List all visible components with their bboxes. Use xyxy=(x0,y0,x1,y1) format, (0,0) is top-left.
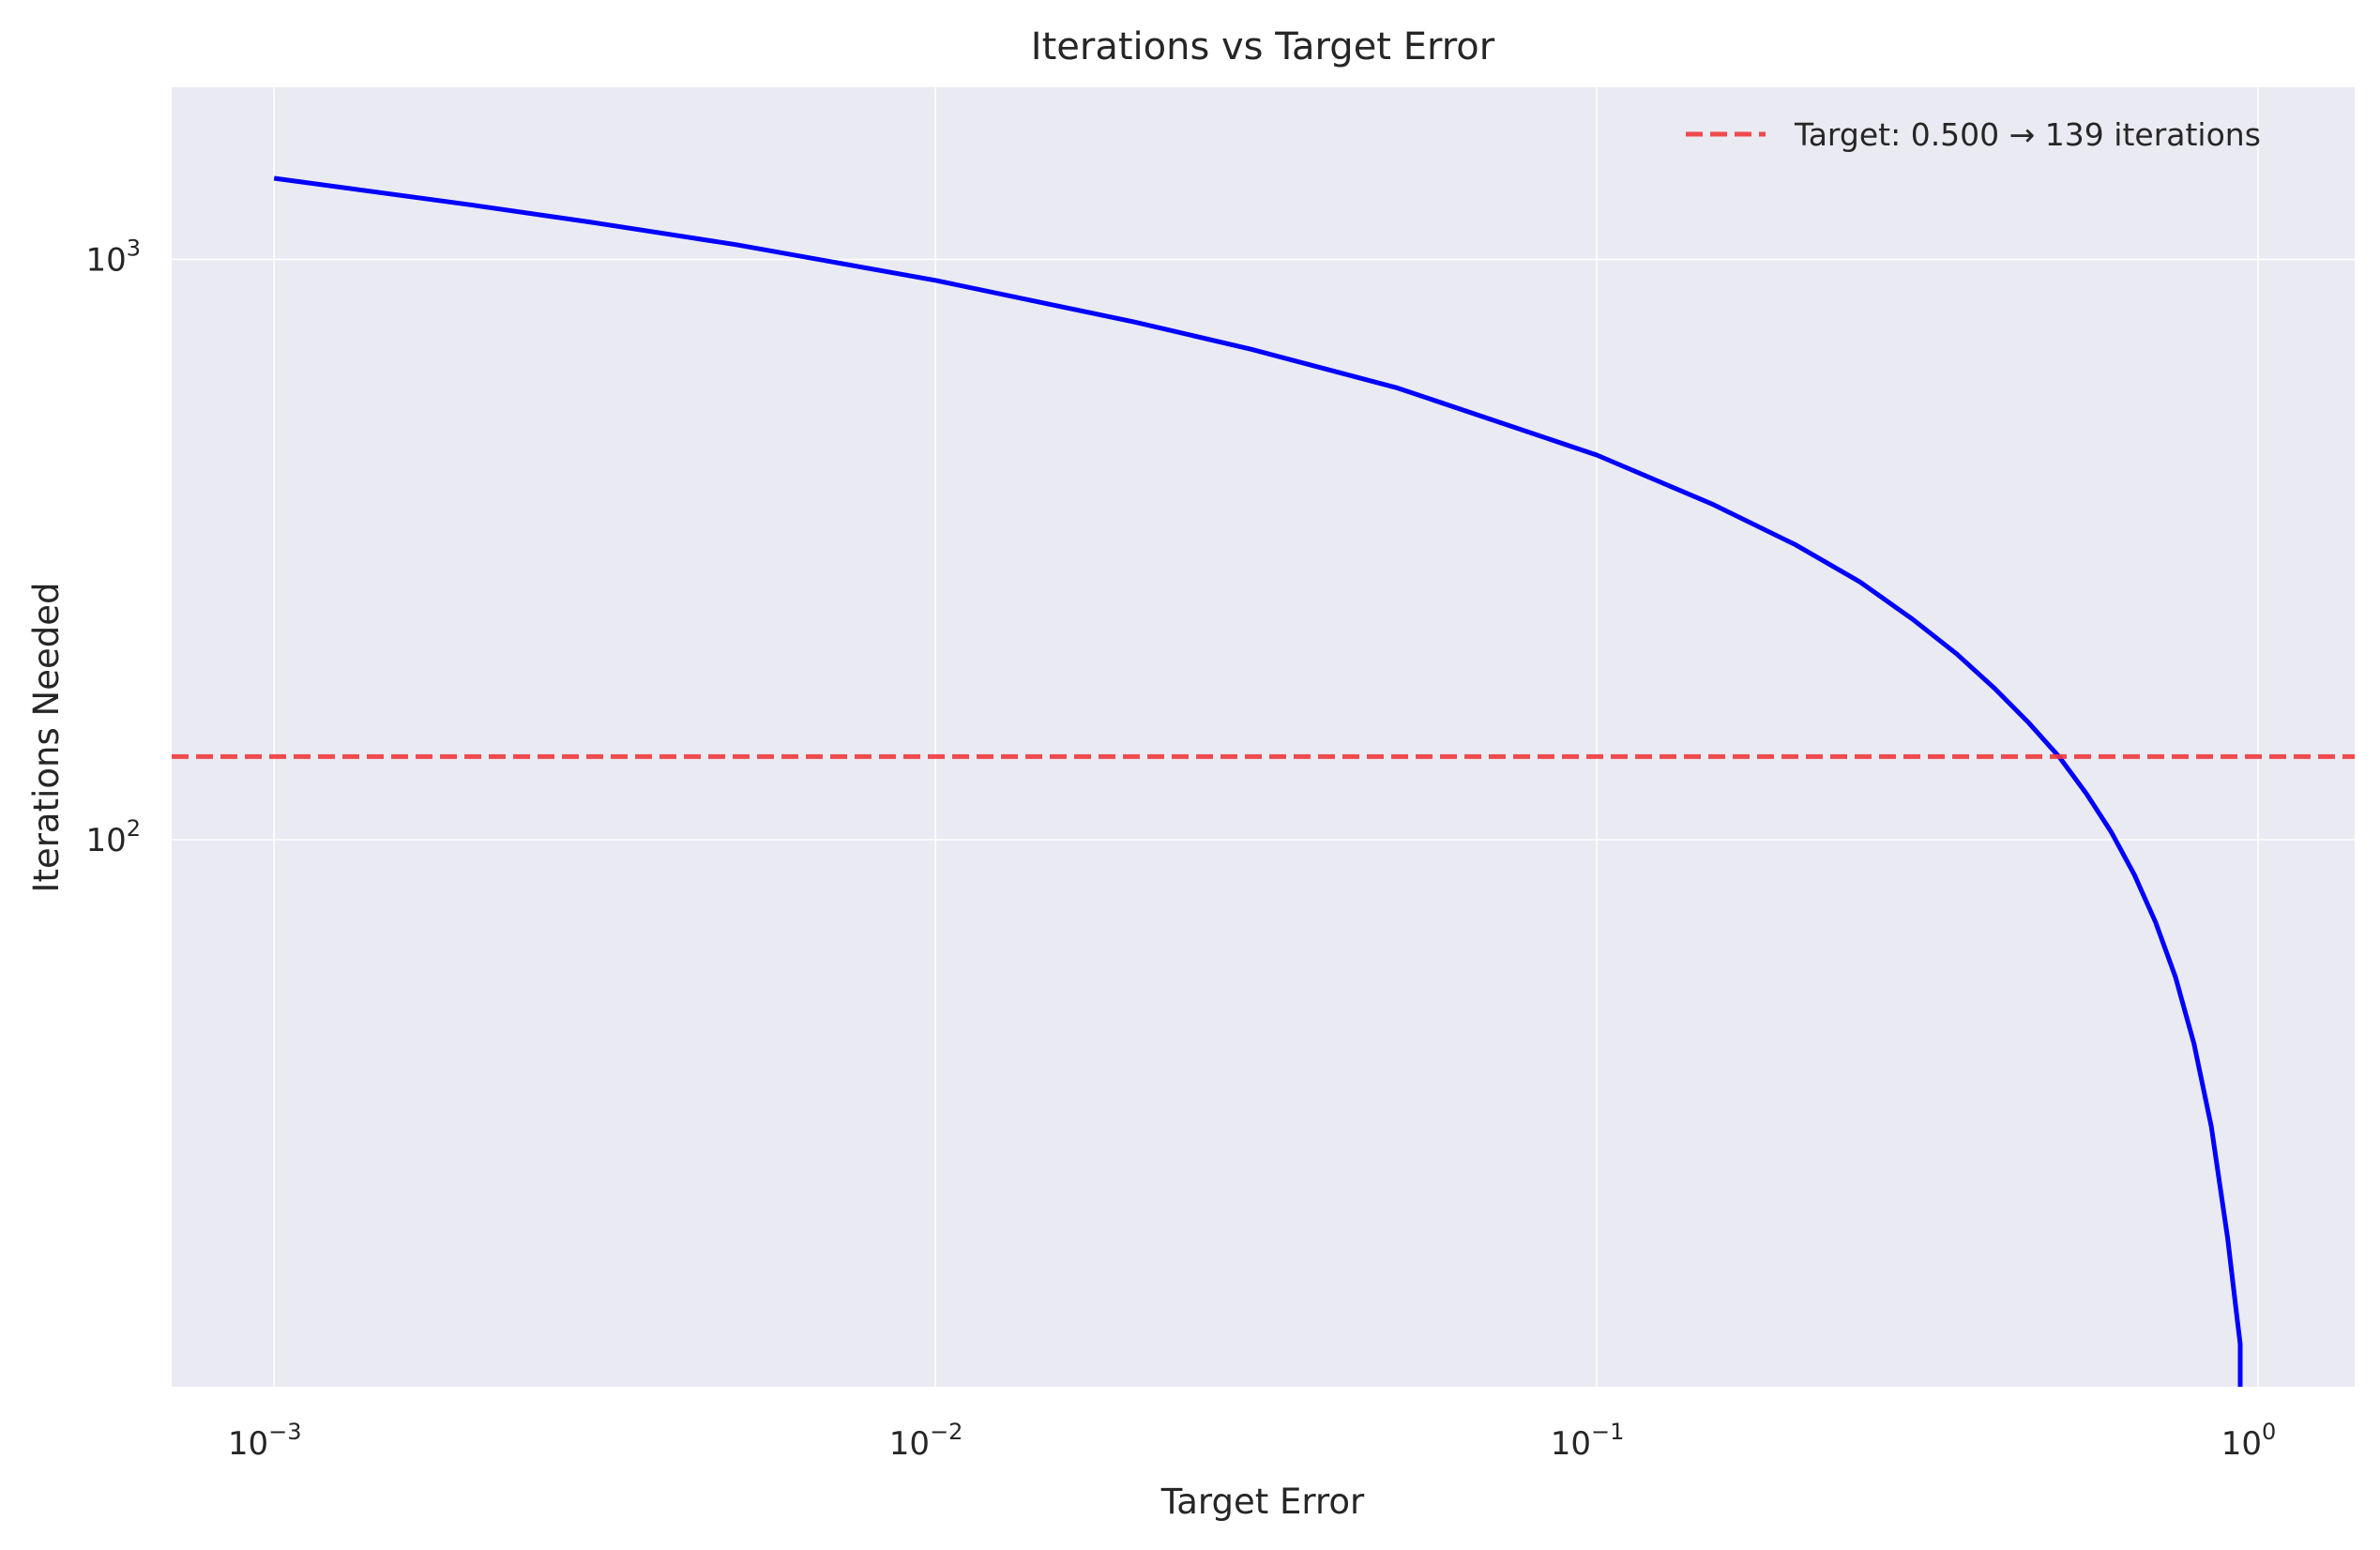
y-tick-labels: 102 103 xyxy=(85,235,141,859)
x-axis-label: Target Error xyxy=(1160,1482,1365,1522)
legend-label: Target: 0.500 → 139 iterations xyxy=(1794,116,2261,153)
iterations-line xyxy=(273,175,2243,1387)
chart-title: Iterations vs Target Error xyxy=(1031,25,1495,68)
legend: Target: 0.500 → 139 iterations xyxy=(1686,116,2261,153)
y-tick-label: 102 xyxy=(85,815,141,859)
grid xyxy=(172,87,2355,1387)
x-tick-label: 10−1 xyxy=(1551,1419,1625,1463)
y-tick-label: 103 xyxy=(85,235,141,279)
plot-area xyxy=(172,87,2355,1387)
x-tick-label: 10−3 xyxy=(228,1419,302,1463)
y-axis-label: Iterations Needed xyxy=(26,583,67,893)
series-lines xyxy=(172,175,2355,1387)
x-tick-label: 100 xyxy=(2221,1419,2277,1463)
x-tick-labels: 10−3 10−2 10−1 100 xyxy=(228,1419,2276,1463)
x-tick-label: 10−2 xyxy=(889,1419,963,1463)
